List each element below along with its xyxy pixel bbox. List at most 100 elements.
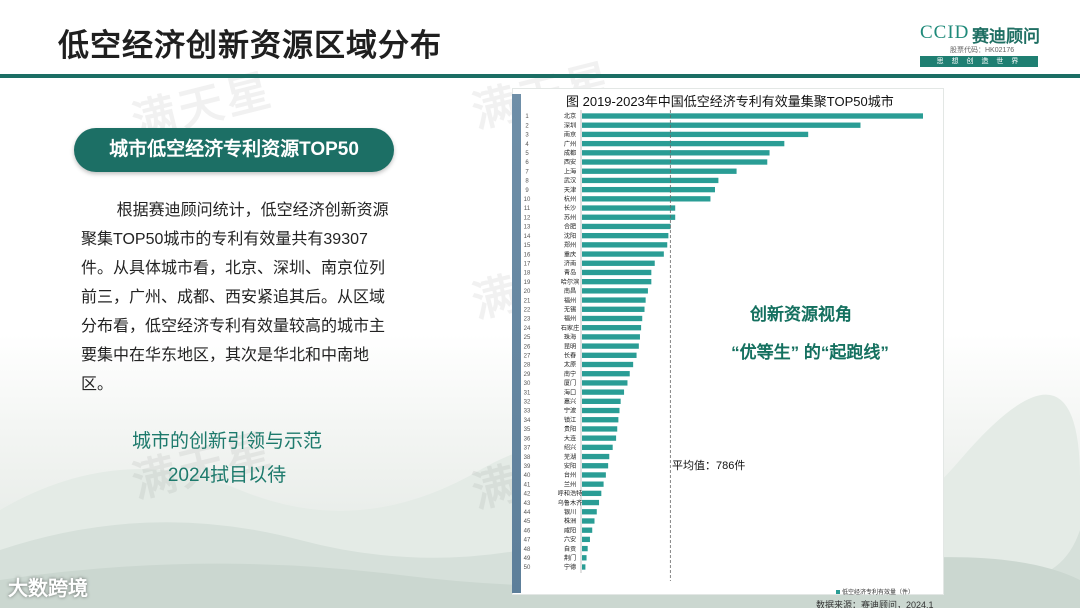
rank-label: 6 bbox=[525, 160, 529, 166]
bar bbox=[582, 131, 809, 138]
rank-label: 40 bbox=[524, 473, 531, 479]
bar bbox=[582, 251, 664, 257]
rank-label: 11 bbox=[524, 206, 531, 212]
rank-label: 9 bbox=[525, 188, 529, 194]
city-label: 太原 bbox=[564, 361, 576, 369]
bar bbox=[582, 122, 861, 128]
city-label: 南京 bbox=[564, 131, 576, 139]
bar bbox=[582, 343, 639, 349]
rank-label: 47 bbox=[524, 538, 531, 544]
city-label: 海口 bbox=[564, 388, 576, 396]
city-label: 沈阳 bbox=[564, 232, 576, 240]
bar bbox=[582, 352, 637, 358]
city-label: 青岛 bbox=[564, 269, 576, 277]
brand-logo: CCID bbox=[920, 22, 970, 43]
rank-label: 27 bbox=[524, 354, 531, 360]
bar bbox=[582, 325, 642, 331]
bar bbox=[582, 518, 595, 524]
bar bbox=[582, 472, 606, 478]
rank-label: 43 bbox=[524, 501, 531, 507]
bar bbox=[582, 260, 655, 266]
rank-label: 31 bbox=[524, 390, 531, 396]
rank-label: 34 bbox=[524, 418, 531, 424]
city-label: 南宁 bbox=[564, 370, 576, 378]
annotation-headline: 创新资源视角 bbox=[750, 305, 852, 324]
city-label: 广州 bbox=[564, 140, 576, 148]
rank-label: 24 bbox=[524, 326, 531, 332]
brand-block: CCID 赛迪顾问 股票代码：HK02176 思 想 创 造 世 界 bbox=[920, 20, 1060, 70]
city-label: 芜湖 bbox=[564, 453, 576, 461]
bar bbox=[582, 389, 625, 395]
bar bbox=[582, 113, 923, 119]
rank-label: 44 bbox=[524, 510, 531, 516]
chart-legend: 低空经济专利有效量（件） bbox=[836, 587, 914, 596]
bar bbox=[582, 509, 597, 515]
legend-swatch bbox=[836, 590, 840, 595]
city-label: 杭州 bbox=[564, 195, 576, 203]
data-source: 数据来源：赛迪顾问，2024.1 bbox=[816, 600, 934, 608]
city-label: 长春 bbox=[564, 352, 576, 360]
rank-label: 26 bbox=[524, 344, 531, 350]
city-label: 长沙 bbox=[564, 204, 576, 212]
bar bbox=[582, 527, 593, 533]
bar bbox=[582, 168, 737, 174]
city-label: 郑州 bbox=[564, 241, 576, 249]
city-label: 苏州 bbox=[564, 213, 576, 221]
bar bbox=[582, 463, 609, 469]
bar bbox=[582, 288, 648, 294]
rank-label: 19 bbox=[524, 280, 531, 286]
rank-label: 8 bbox=[525, 179, 529, 185]
city-label: 嘉兴 bbox=[564, 398, 576, 406]
city-label: 西安 bbox=[564, 158, 576, 166]
city-label: 呼和浩特 bbox=[558, 490, 583, 498]
rank-label: 48 bbox=[524, 547, 531, 553]
city-label: 哈尔滨 bbox=[561, 278, 580, 286]
city-label: 福州 bbox=[564, 296, 576, 304]
city-label: 兰州 bbox=[564, 480, 576, 488]
summary-paragraph: 根据赛迪顾问统计，低空经济创新资源聚集TOP50城市的专利有效量共有39307件… bbox=[81, 202, 389, 393]
bar bbox=[582, 297, 646, 303]
city-label: 武汉 bbox=[564, 177, 576, 185]
city-label: 上海 bbox=[564, 167, 576, 175]
city-label: 福州 bbox=[564, 315, 576, 323]
rank-label: 3 bbox=[525, 133, 529, 139]
rank-label: 45 bbox=[524, 519, 531, 525]
rank-label: 23 bbox=[524, 317, 531, 323]
rank-label: 46 bbox=[524, 528, 531, 534]
bar bbox=[582, 214, 676, 220]
rank-label: 21 bbox=[524, 298, 531, 304]
bar bbox=[582, 150, 770, 156]
city-label: 株洲 bbox=[564, 517, 576, 525]
city-label: 六安 bbox=[564, 536, 576, 544]
rank-label: 29 bbox=[524, 372, 531, 378]
rank-label: 2 bbox=[525, 123, 529, 129]
bar bbox=[582, 232, 669, 239]
city-label: 昆明 bbox=[564, 343, 576, 350]
city-label: 荆门 bbox=[564, 554, 576, 562]
rank-label: 4 bbox=[525, 142, 529, 148]
rank-label: 25 bbox=[524, 335, 531, 341]
rank-label: 32 bbox=[524, 400, 531, 406]
average-label: 平均值：786件 bbox=[672, 460, 746, 472]
rank-label: 16 bbox=[524, 252, 531, 258]
brand-stock-code: 股票代码：HK02176 bbox=[950, 47, 1015, 54]
city-label: 成都 bbox=[564, 149, 576, 157]
bar bbox=[582, 306, 645, 312]
bar bbox=[582, 417, 619, 423]
city-label: 宁德 bbox=[564, 563, 576, 571]
rank-label: 22 bbox=[524, 307, 531, 313]
bar bbox=[582, 545, 588, 552]
bar bbox=[582, 279, 652, 285]
city-label: 南昌 bbox=[564, 287, 576, 295]
slogan-line-1: 城市的创新引领与示范 bbox=[131, 431, 322, 452]
city-label: 石家庄 bbox=[561, 324, 580, 332]
bar bbox=[582, 481, 604, 487]
city-label: 宁波 bbox=[564, 407, 576, 415]
bar bbox=[582, 196, 711, 202]
bar bbox=[582, 444, 613, 451]
rank-label: 35 bbox=[524, 427, 531, 433]
bar bbox=[582, 555, 587, 561]
city-label: 乌鲁木齐 bbox=[558, 499, 583, 507]
